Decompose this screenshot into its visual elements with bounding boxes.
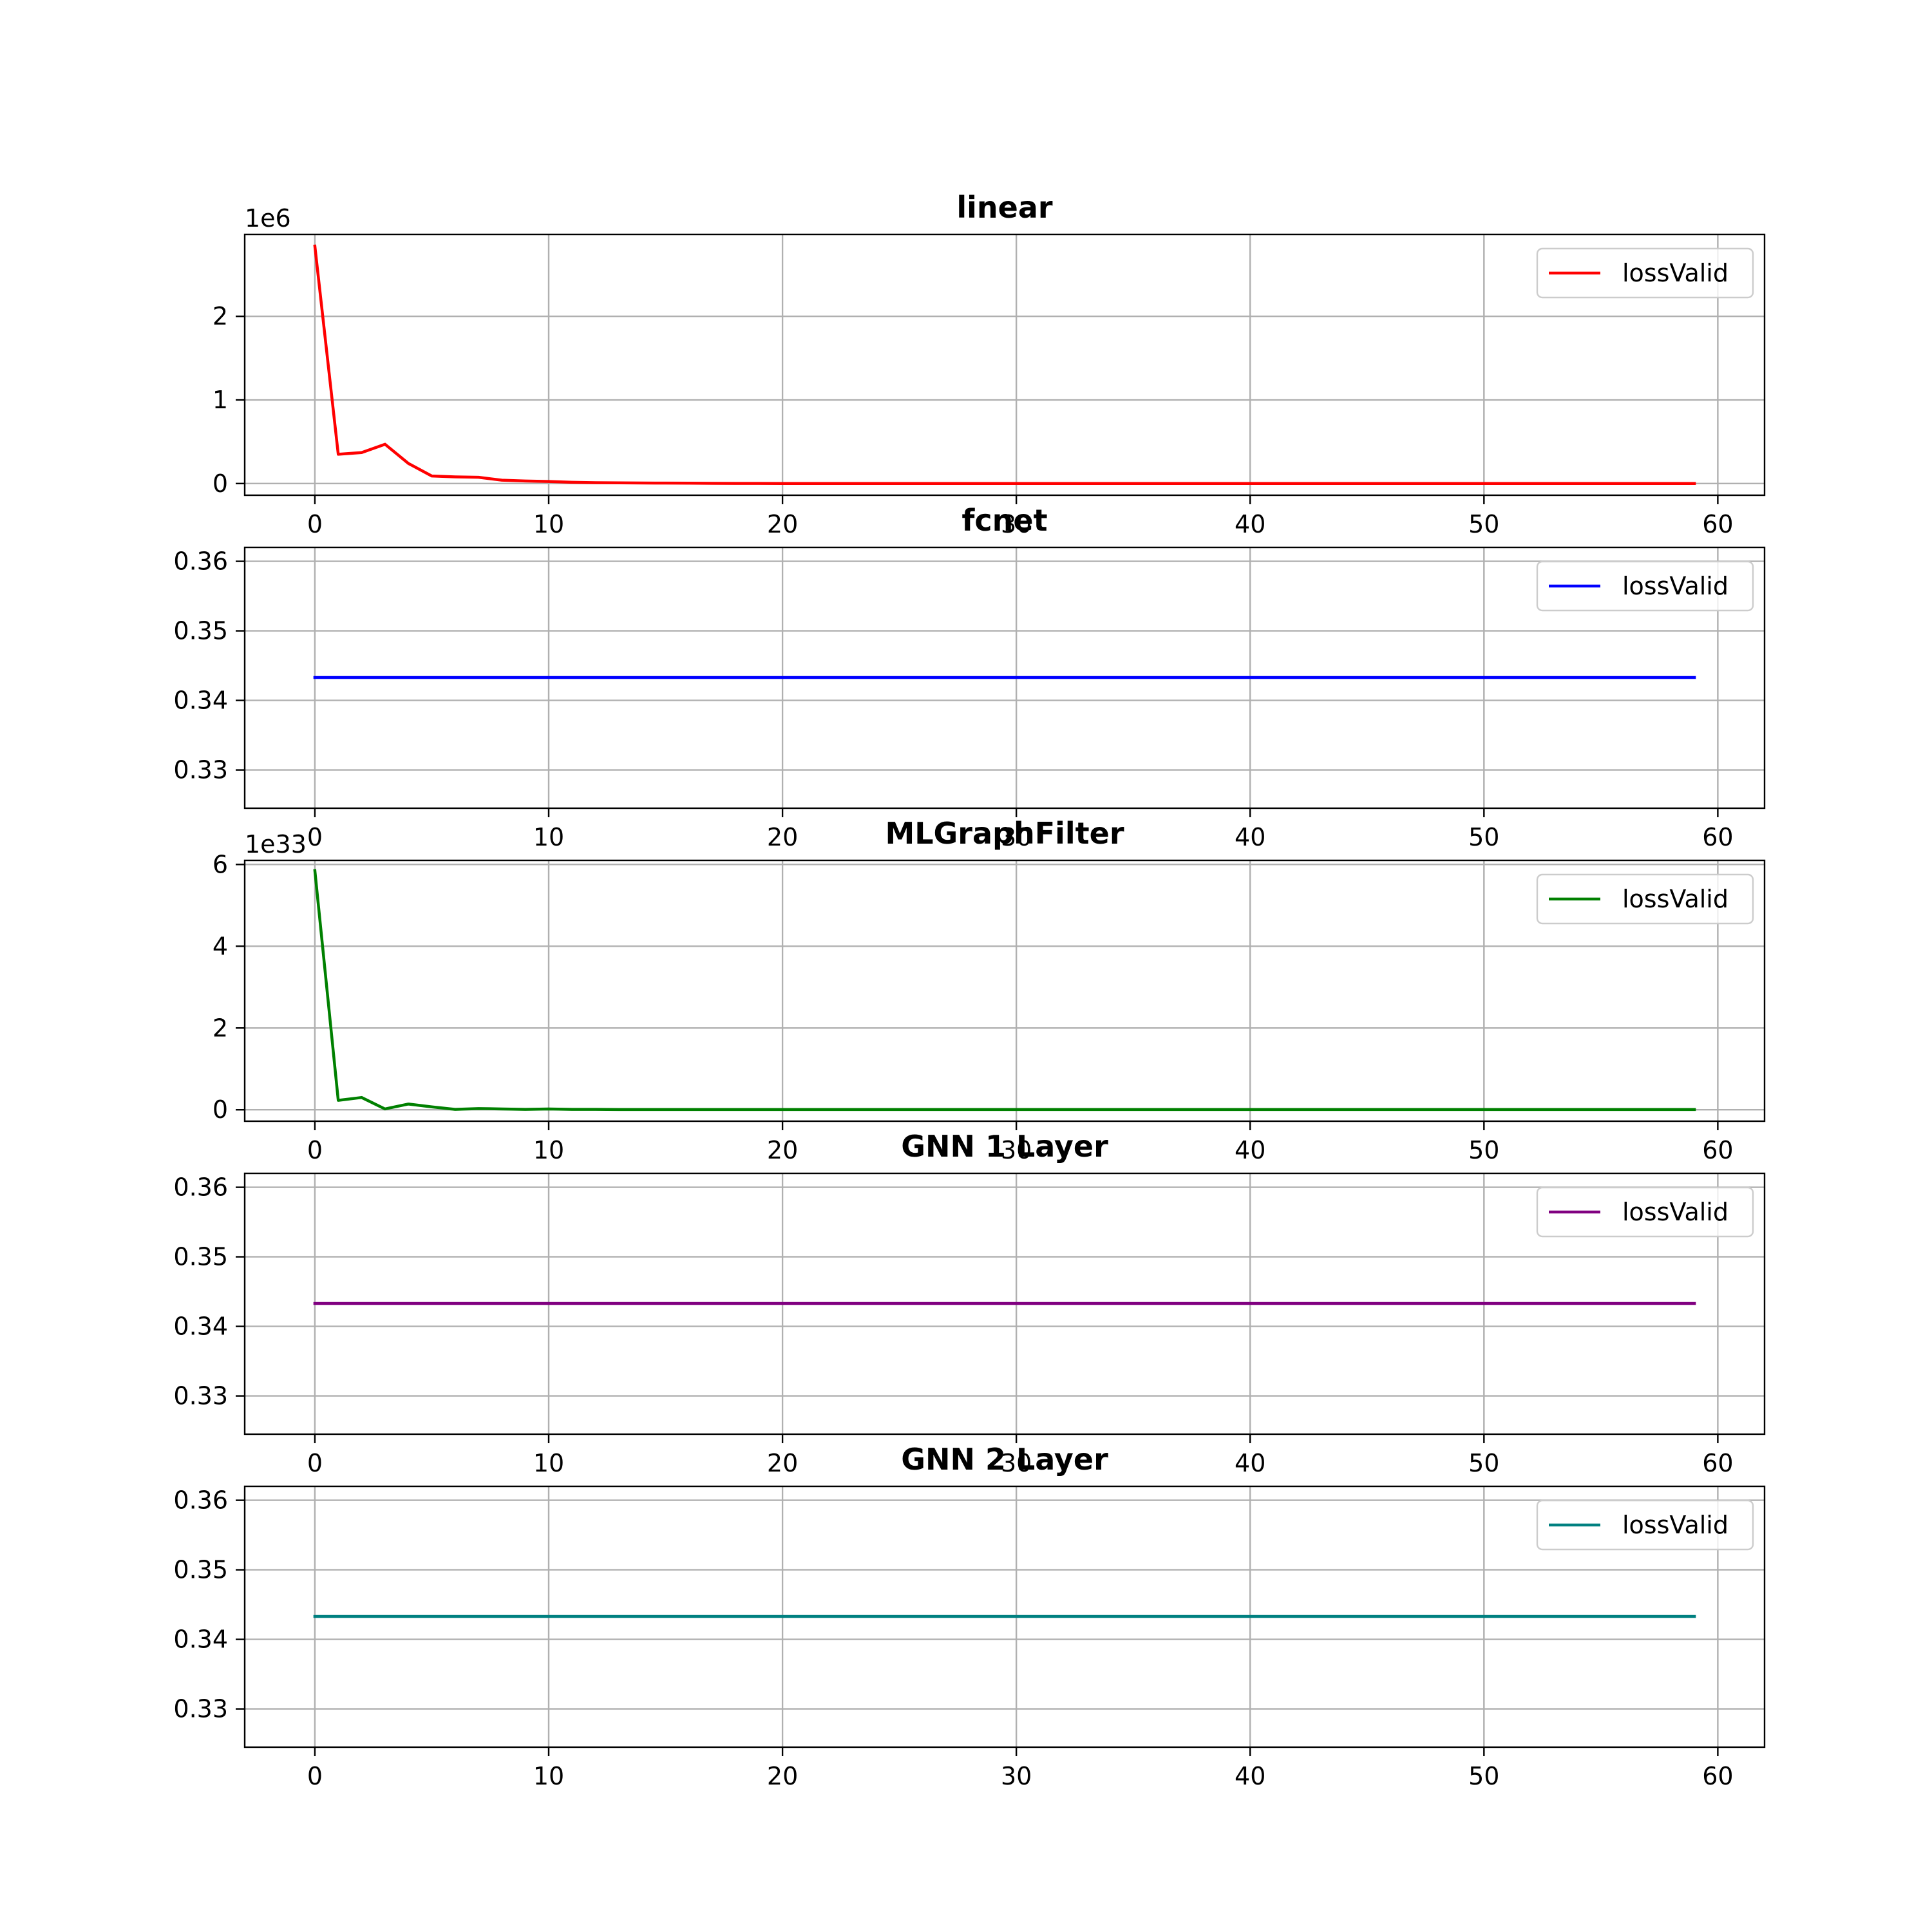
x-tick-label: 10	[533, 823, 564, 851]
y-tick-label: 0	[213, 1095, 228, 1124]
legend: lossValid	[1536, 873, 1754, 925]
x-tick-label: 40	[1235, 1449, 1265, 1477]
legend-label: lossValid	[1622, 885, 1728, 913]
series-line-lossValid	[313, 244, 1696, 485]
x-tick-label: 0	[307, 510, 323, 538]
x-tick-label: 20	[767, 823, 798, 851]
x-tick-label: 30	[1001, 823, 1032, 851]
y-tick-label: 0.35	[173, 1556, 228, 1584]
legend-box	[1536, 247, 1754, 299]
x-tick-label: 20	[767, 1762, 798, 1790]
axes-frame	[243, 859, 1766, 1122]
subplot-title: GNN 1 Layer	[901, 1129, 1108, 1164]
x-tick-label: 40	[1235, 823, 1265, 851]
x-tick-label: 40	[1235, 510, 1265, 538]
x-tick-label: 50	[1468, 510, 1499, 538]
legend-box	[1536, 1186, 1754, 1238]
x-tick-label: 10	[533, 1136, 564, 1164]
y-offset-label: 1e33	[245, 830, 307, 858]
x-tick-label: 60	[1702, 823, 1733, 851]
x-tick-label: 10	[533, 510, 564, 538]
subplot-2: 0 10 20 30 40 50 60 0.33 0.34 0.35 0.36 fcnet lossVa…	[173, 503, 1766, 851]
x-tick-label: 30	[1001, 1762, 1032, 1790]
y-tick-label: 0.36	[173, 1486, 228, 1515]
subplot-title: linear	[956, 190, 1053, 225]
y-tick-label: 0.33	[173, 1695, 228, 1723]
x-tick-label: 50	[1468, 823, 1499, 851]
x-tick-label: 10	[533, 1449, 564, 1477]
y-tick-label: 0.34	[173, 1625, 228, 1654]
series-line-lossValid	[313, 869, 1696, 1112]
x-tick-label: 60	[1702, 1449, 1733, 1477]
x-tick-label: 40	[1235, 1136, 1265, 1164]
y-tick-label: 2	[213, 302, 228, 330]
x-tick-label: 30	[1001, 1136, 1032, 1164]
subplot-title: GNN 2 Layer	[901, 1442, 1108, 1477]
y-tick-label: 0.34	[173, 1312, 228, 1341]
x-tick-label: 30	[1001, 510, 1032, 538]
legend-label: lossValid	[1622, 572, 1728, 600]
axes-frame	[243, 1485, 1766, 1748]
x-tick-label: 40	[1235, 1762, 1265, 1790]
y-tick-label: 0.36	[173, 547, 228, 576]
x-tick-label: 50	[1468, 1762, 1499, 1790]
subplot-title: fcnet	[961, 503, 1047, 538]
x-tick-label: 20	[767, 1136, 798, 1164]
axes-frame	[243, 546, 1766, 810]
legend: lossValid	[1536, 1186, 1754, 1238]
x-tick-label: 50	[1468, 1449, 1499, 1477]
x-tick-label: 30	[1001, 1449, 1032, 1477]
x-tick-label: 60	[1702, 510, 1733, 538]
y-tick-label: 0.35	[173, 1243, 228, 1271]
subplot-4: 0 10 20 30 40 50 60 0.33 0.34 0.35 0.36 GNN 1 Layer…	[173, 1129, 1766, 1477]
x-tick-label: 60	[1702, 1136, 1733, 1164]
x-tick-label: 0	[307, 1762, 323, 1790]
y-tick-label: 4	[213, 932, 228, 960]
x-tick-label: 0	[307, 823, 323, 851]
y-tick-label: 0.35	[173, 617, 228, 645]
y-tick-label: 1	[213, 386, 228, 414]
axes-frame	[243, 1172, 1766, 1435]
subplot-5: 0 10 20 30 40 50 60 0.33 0.34 0.35 0.36 GNN 2 Layer…	[173, 1442, 1766, 1790]
legend-box	[1536, 560, 1754, 612]
y-tick-label: 0.36	[173, 1173, 228, 1202]
legend-label: lossValid	[1622, 1511, 1728, 1539]
legend: lossValid	[1536, 247, 1754, 299]
subplot-1: 0 10 20 30 40 50 60 0 1 2 1e6 linear lossValid	[213, 190, 1766, 538]
x-tick-label: 10	[533, 1762, 564, 1790]
legend: lossValid	[1536, 560, 1754, 612]
y-tick-label: 6	[213, 850, 228, 878]
x-tick-label: 20	[767, 510, 798, 538]
x-tick-label: 50	[1468, 1136, 1499, 1164]
x-tick-label: 0	[307, 1449, 323, 1477]
y-tick-label: 0.33	[173, 756, 228, 784]
y-offset-label: 1e6	[245, 204, 291, 232]
x-tick-label: 20	[767, 1449, 798, 1477]
legend-box	[1536, 1499, 1754, 1551]
x-tick-label: 60	[1702, 1762, 1733, 1790]
legend-box	[1536, 873, 1754, 925]
legend-label: lossValid	[1622, 1198, 1728, 1226]
y-tick-label: 0.33	[173, 1382, 228, 1410]
y-tick-label: 0	[213, 469, 228, 498]
subplot-title: MLGraphFilter	[885, 816, 1124, 851]
legend-label: lossValid	[1622, 259, 1728, 287]
legend: lossValid	[1536, 1499, 1754, 1551]
axes-frame	[243, 233, 1766, 497]
x-tick-label: 0	[307, 1136, 323, 1164]
subplot-3: 0 10 20 30 40 50 60 0 2 4 6 1e33 MLGraphFilter lossVa…	[213, 816, 1766, 1164]
y-tick-label: 0.34	[173, 687, 228, 715]
y-tick-label: 2	[213, 1014, 228, 1042]
